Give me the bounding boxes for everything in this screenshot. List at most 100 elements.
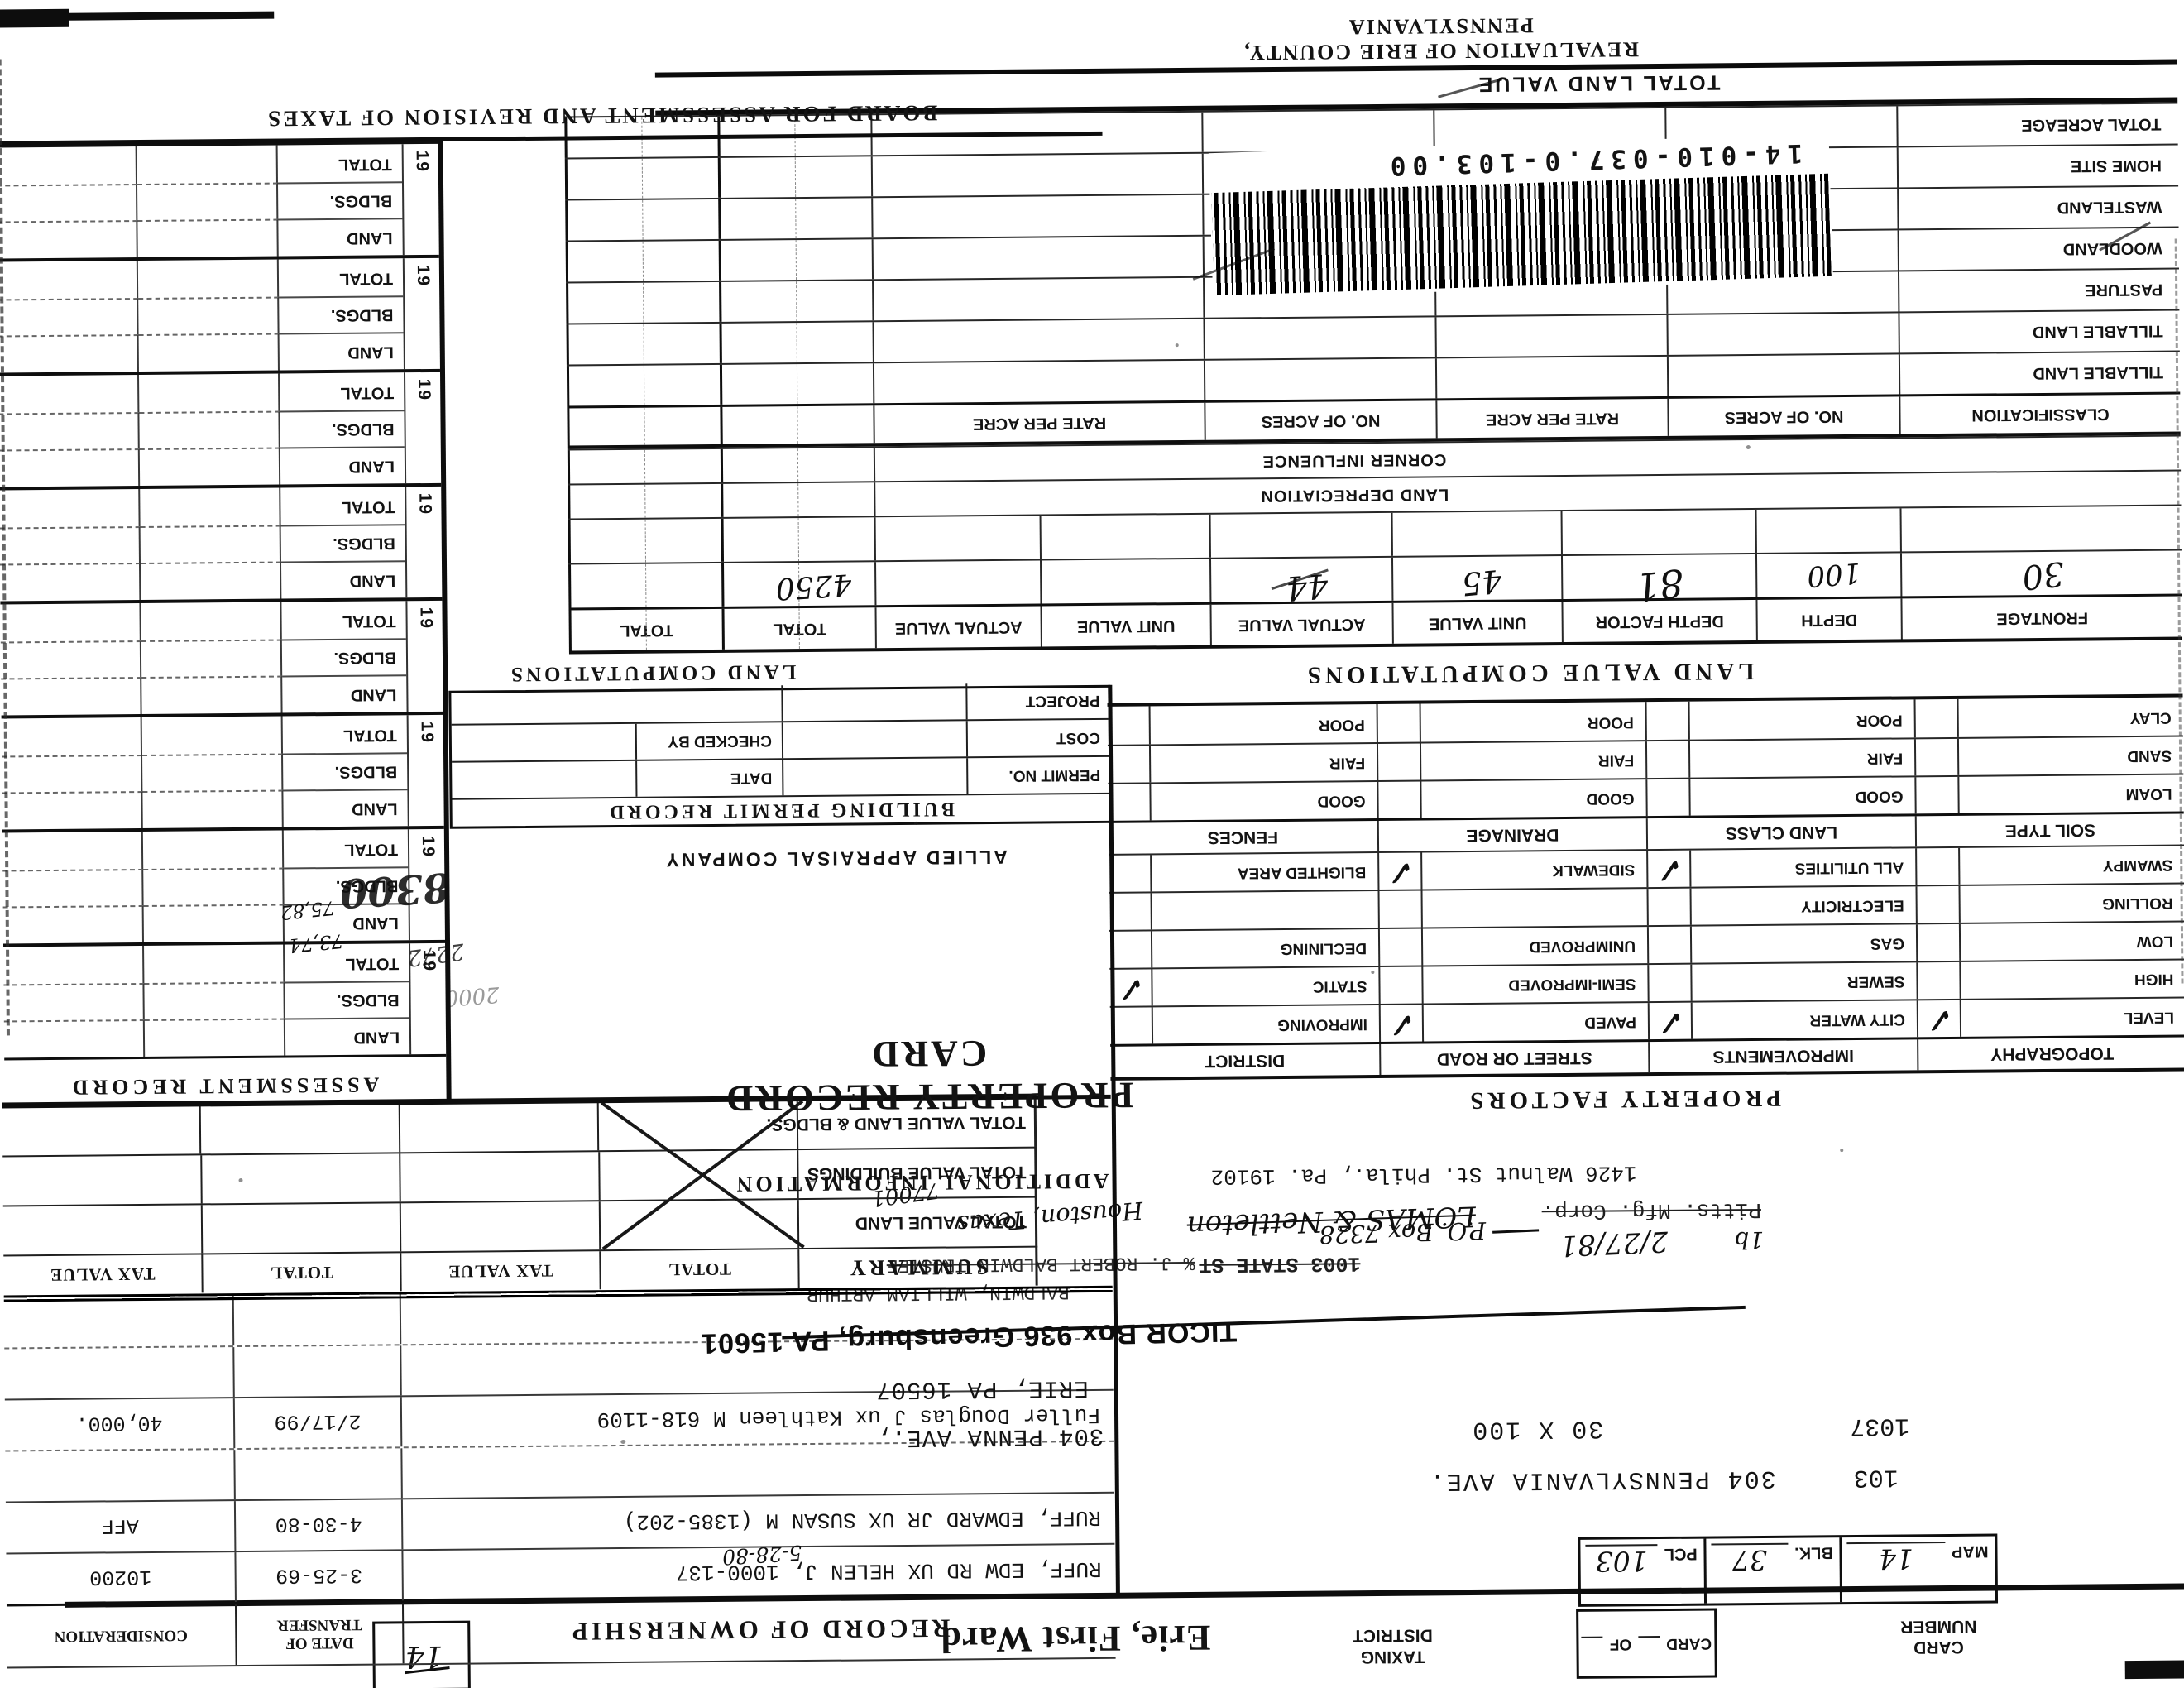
factors-column-header: SOIL TYPE	[1914, 813, 2184, 847]
summary-value-cell	[400, 1101, 600, 1153]
card-of-blank-2	[1581, 1636, 1603, 1652]
assessment-row-label: TOTAL	[341, 496, 395, 516]
assessment-group-rows: LAND BLDGS. TOTAL	[1, 715, 408, 830]
factors-option-label: UNIMPROVED	[1529, 937, 1636, 956]
assessment-value-cell	[0, 183, 138, 222]
land-cell	[1434, 314, 1667, 357]
assessment-row-label: BLDGS.	[285, 980, 410, 1019]
assessment-value-cell	[139, 410, 280, 449]
address-line-1: 304 PENNSYLVANIA AVE.	[1428, 1463, 1776, 1495]
assessment-group-rows: LAND BLDGS. TOTAL	[0, 601, 407, 716]
factors-cell: DECLINING	[1109, 929, 1378, 968]
card-of-of-label: OF	[1609, 1635, 1632, 1653]
assessment-value-cell	[144, 981, 285, 1020]
factors-option-label: LOW	[2136, 932, 2174, 950]
factors-cell: POOR	[1645, 699, 1914, 741]
land-column-header: UNIT VALUE	[1391, 602, 1562, 644]
assessment-record-title: ASSESSMENT RECORD	[68, 1072, 380, 1100]
factors-cell: GOOD	[1108, 782, 1377, 821]
summary-row: TOTAL VALUE LAND	[2, 1196, 1038, 1255]
assessment-value-cell	[0, 220, 138, 259]
classification-row-label: TILLABLE LAND	[1898, 310, 2180, 353]
summary-col-total-1: TOTAL	[601, 1249, 801, 1290]
factors-cell: PAVED ✓	[1378, 1003, 1649, 1043]
assessment-value-cell	[141, 716, 284, 755]
permit-row3-blank-cell	[451, 687, 636, 724]
factors-option-label: FAIR	[1329, 754, 1366, 772]
factors-cell: GOOD	[1645, 777, 1915, 817]
allied-appraisal-line: ALLIED APPRAISAL COMPANY	[663, 846, 1008, 871]
assessment-row: TOTAL	[0, 601, 405, 642]
assessment-row: TOTAL	[1, 715, 407, 756]
summary-value-cell	[2, 1104, 202, 1156]
assessment-value-cell	[3, 1019, 146, 1058]
speck	[238, 1177, 243, 1183]
assessment-row: LAND	[3, 1017, 410, 1058]
check-area	[1646, 701, 1690, 741]
building-permit-record-box: BUILDING PERMIT RECORD PERMIT NO. DATE C…	[448, 682, 1112, 829]
blk-value-handwritten: 37	[1711, 1542, 1789, 1576]
land-total-header: TOTAL	[568, 608, 722, 651]
land-total-cell	[568, 483, 721, 519]
assessment-row-label: LAND	[278, 218, 403, 257]
assessment-value-cell	[0, 146, 137, 185]
assessment-value-cell	[0, 525, 141, 564]
assessment-group: 19 LAND BLDGS. TOTAL	[0, 140, 439, 259]
factors-cell: LOW	[1915, 922, 2184, 961]
land-total-cell	[719, 281, 873, 322]
factors-option-label: SAND	[2127, 746, 2172, 765]
date-header-line2: TRANSFER	[276, 1616, 362, 1635]
assessment-value-cell	[2, 868, 144, 907]
assessment-row: LAND	[0, 218, 403, 259]
taxing-line1: TAXING	[1360, 1647, 1425, 1667]
address-walnut: 1426 Walnut St. Phila., Pa. 19102	[1210, 1160, 1637, 1189]
transfer-date	[234, 1345, 402, 1398]
prior-address-state-st: 1003 STATE ST	[1199, 1251, 1361, 1277]
owner-name	[402, 1442, 1114, 1499]
assessment-value-cell	[142, 830, 285, 869]
assessment-value-cell	[0, 640, 142, 679]
permit-project-value-cell	[781, 683, 968, 722]
check-area	[1379, 928, 1424, 966]
barcode	[1211, 173, 1832, 296]
assessment-row-label: TOTAL	[344, 839, 399, 859]
assessment-row: TOTAL	[0, 258, 403, 300]
assessment-row: BLDGS.	[0, 637, 407, 679]
assessment-row: LAND	[1, 674, 407, 716]
permit-row3-blank	[636, 685, 781, 722]
assessment-row-label: LAND	[283, 789, 408, 827]
land-cell	[1434, 356, 1668, 399]
factors-option-label: SWAMPY	[2102, 856, 2173, 875]
land-total-cell	[720, 448, 874, 482]
assessment-row-label: LAND	[282, 674, 407, 713]
map-label: MAP	[1951, 1542, 1989, 1561]
assessment-value-cell	[3, 945, 145, 985]
factors-option-label: POOR	[1587, 713, 1634, 731]
check-area	[1109, 1007, 1154, 1044]
check-area	[1647, 779, 1691, 817]
check-area	[1109, 893, 1152, 930]
factors-cell: IMPROVING	[1109, 1005, 1379, 1044]
consideration-value	[3, 1296, 235, 1348]
assessment-value-cell	[143, 904, 285, 943]
assessment-row-label: LAND	[285, 1017, 410, 1056]
assessment-value-cell	[136, 145, 278, 184]
factors-column-header: IMPROVEMENTS	[1648, 1039, 1918, 1073]
check-area	[1377, 743, 1422, 780]
assessment-value-cell	[2, 831, 144, 870]
land-total-cell	[720, 405, 874, 444]
assessment-value-cell	[0, 489, 141, 528]
factors-option-label: GOOD	[1855, 787, 1904, 805]
consideration-value: AFF	[5, 1501, 237, 1553]
assessment-value-cell	[0, 411, 140, 450]
ownership-row: RUFF, EDWARD JR UX SUSAN M (1385-202) 4-3…	[5, 1491, 1115, 1553]
assessment-row-label: TOTAL	[342, 725, 397, 745]
factors-column-header: TOPOGRAPHY	[1917, 1037, 2184, 1071]
prior-owner-pitts: Pitts. Mfg. Corp.	[1541, 1196, 1762, 1225]
card-number-line2: NUMBER	[1900, 1616, 1977, 1637]
ownership-header-row: RECORD OF OWNERSHIP DATE OF TRANSFER CON…	[6, 1594, 1116, 1667]
transfer-date: 4-30-80	[235, 1499, 404, 1551]
property-factors-title: PROPERTY FACTORS	[1466, 1084, 1782, 1115]
assessment-value-cell	[0, 448, 141, 487]
permit-row-1: PERMIT NO. DATE	[452, 756, 1109, 800]
